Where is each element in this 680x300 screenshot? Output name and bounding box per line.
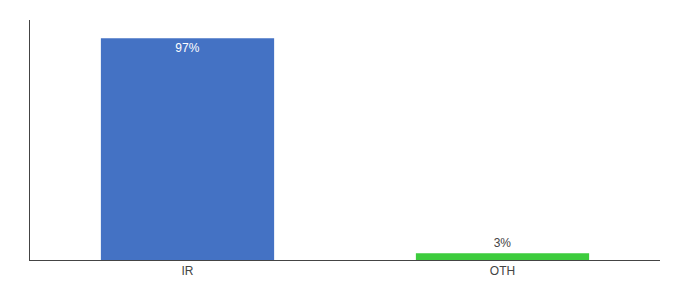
svg-text:OTH: OTH (490, 264, 515, 278)
svg-text:3%: 3% (494, 236, 512, 250)
svg-text:IR: IR (182, 264, 194, 278)
svg-text:97%: 97% (175, 41, 199, 55)
